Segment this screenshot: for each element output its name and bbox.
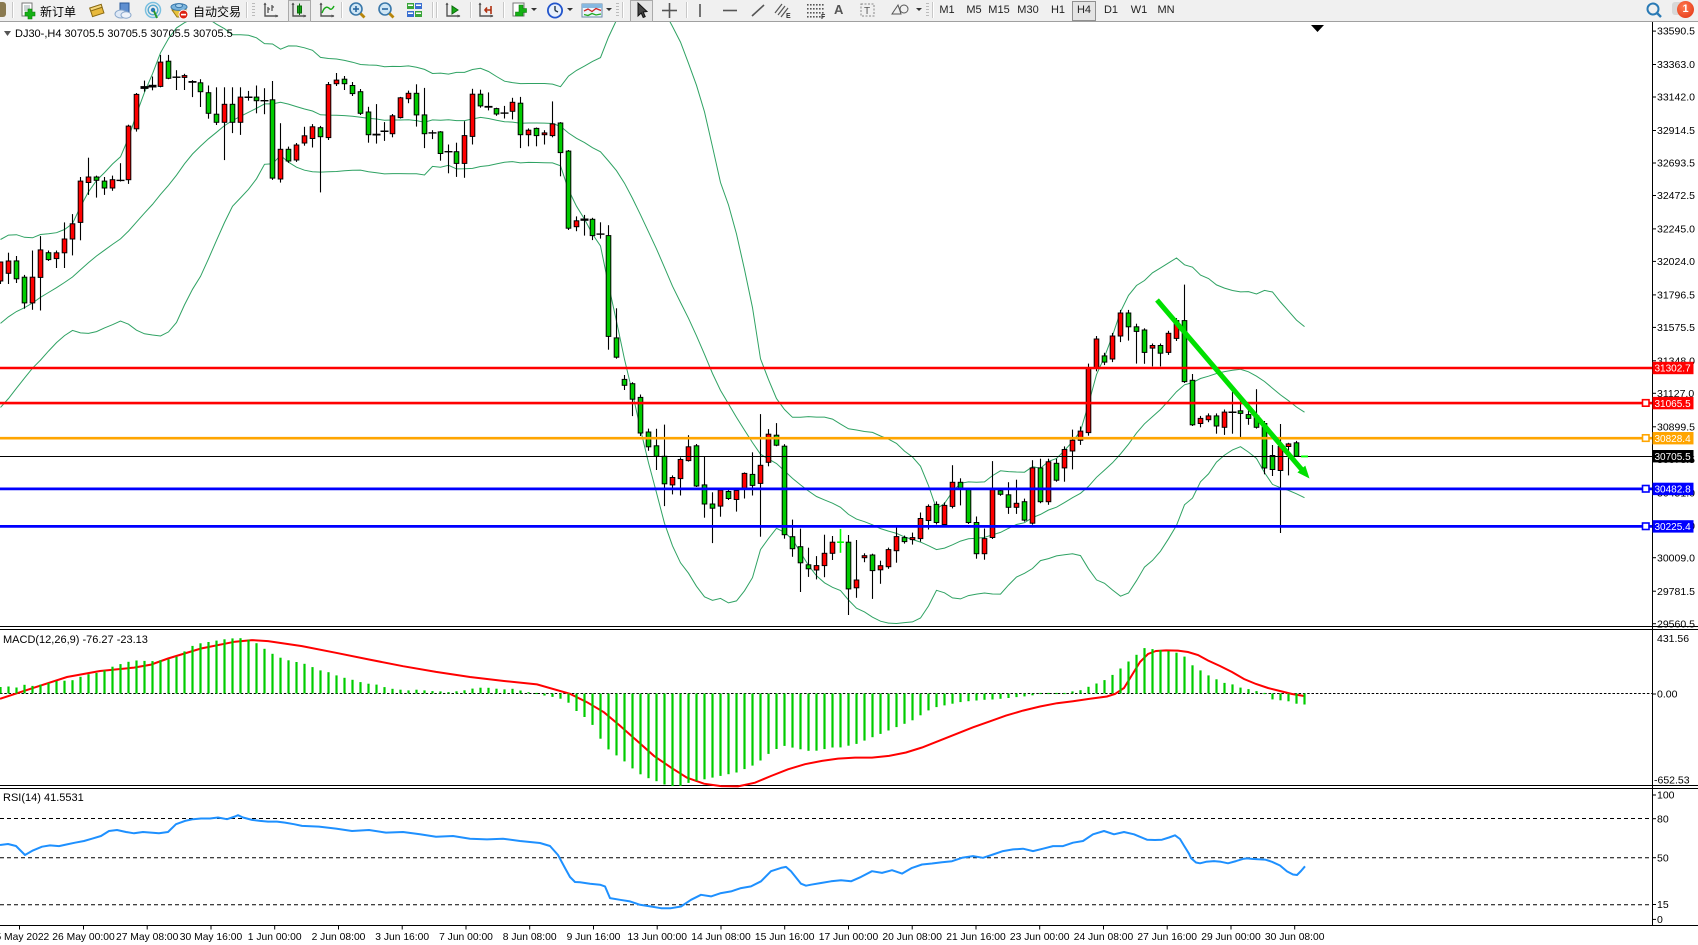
svg-text:DJ30-,H4 30705.5 30705.5 3070: DJ30-,H4 30705.5 30705.5 30705.5 30705.5 [15, 28, 233, 40]
svg-text:0.00: 0.00 [1657, 689, 1678, 701]
svg-text:31796.5: 31796.5 [1657, 290, 1695, 302]
svg-text:30899.5: 30899.5 [1657, 421, 1695, 433]
svg-text:RSI(14) 41.5531: RSI(14) 41.5531 [3, 792, 84, 804]
svg-text:32472.5: 32472.5 [1657, 190, 1695, 202]
svg-text:30009.0: 30009.0 [1657, 552, 1695, 564]
svg-text:32693.5: 32693.5 [1657, 158, 1695, 170]
svg-text:29 Jun 00:00: 29 Jun 00:00 [1201, 932, 1261, 943]
svg-text:30225.4: 30225.4 [1655, 522, 1692, 533]
svg-text:50: 50 [1657, 852, 1669, 864]
svg-text:80: 80 [1657, 813, 1669, 825]
svg-text:32914.5: 32914.5 [1657, 125, 1695, 137]
svg-text:0: 0 [1657, 914, 1663, 926]
svg-text:14 Jun 08:00: 14 Jun 08:00 [691, 932, 751, 943]
svg-text:30828.4: 30828.4 [1655, 434, 1692, 445]
svg-text:30 May 16:00: 30 May 16:00 [180, 932, 243, 943]
svg-text:27 Jun 16:00: 27 Jun 16:00 [1137, 932, 1197, 943]
svg-text:7 Jun 00:00: 7 Jun 00:00 [439, 932, 493, 943]
svg-text:25 May 2022: 25 May 2022 [0, 932, 50, 943]
svg-text:-652.53: -652.53 [1654, 774, 1690, 786]
svg-text:30482.8: 30482.8 [1655, 485, 1692, 496]
svg-text:29560.5: 29560.5 [1657, 618, 1695, 630]
svg-text:30 Jun 08:00: 30 Jun 08:00 [1265, 932, 1325, 943]
svg-text:30705.5: 30705.5 [1655, 452, 1692, 463]
svg-text:21 Jun 16:00: 21 Jun 16:00 [946, 932, 1006, 943]
svg-text:15: 15 [1657, 899, 1669, 911]
svg-text:32024.0: 32024.0 [1657, 256, 1695, 268]
svg-text:33142.0: 33142.0 [1657, 92, 1695, 104]
svg-text:9 Jun 16:00: 9 Jun 16:00 [567, 932, 621, 943]
svg-text:F: F [821, 14, 826, 20]
svg-text:431.56: 431.56 [1657, 633, 1689, 645]
svg-text:17 Jun 00:00: 17 Jun 00:00 [819, 932, 879, 943]
svg-text:26 May 00:00: 26 May 00:00 [52, 932, 115, 943]
svg-text:27 May 08:00: 27 May 08:00 [116, 932, 179, 943]
svg-text:31065.5: 31065.5 [1655, 399, 1692, 410]
svg-text:100: 100 [1657, 790, 1675, 802]
svg-text:32245.0: 32245.0 [1657, 224, 1695, 236]
svg-text:23 Jun 00:00: 23 Jun 00:00 [1010, 932, 1070, 943]
svg-text:24 Jun 08:00: 24 Jun 08:00 [1074, 932, 1134, 943]
svg-text:T: T [864, 6, 870, 17]
svg-text:2 Jun 08:00: 2 Jun 08:00 [312, 932, 366, 943]
svg-text:1 Jun 00:00: 1 Jun 00:00 [248, 932, 302, 943]
svg-text:29781.5: 29781.5 [1657, 586, 1695, 598]
svg-text:31302.7: 31302.7 [1655, 364, 1692, 375]
svg-text:33590.5: 33590.5 [1657, 26, 1695, 38]
svg-text:13 Jun 00:00: 13 Jun 00:00 [627, 932, 687, 943]
svg-text:20 Jun 08:00: 20 Jun 08:00 [882, 932, 942, 943]
svg-text:15 Jun 16:00: 15 Jun 16:00 [755, 932, 815, 943]
svg-text:3 Jun 16:00: 3 Jun 16:00 [375, 932, 429, 943]
svg-text:31575.5: 31575.5 [1657, 322, 1695, 334]
svg-text:E: E [786, 13, 791, 20]
svg-text:8 Jun 08:00: 8 Jun 08:00 [503, 932, 557, 943]
svg-text:33363.0: 33363.0 [1657, 59, 1695, 71]
svg-text:MACD(12,26,9) -76.27 -23.13: MACD(12,26,9) -76.27 -23.13 [3, 634, 148, 646]
